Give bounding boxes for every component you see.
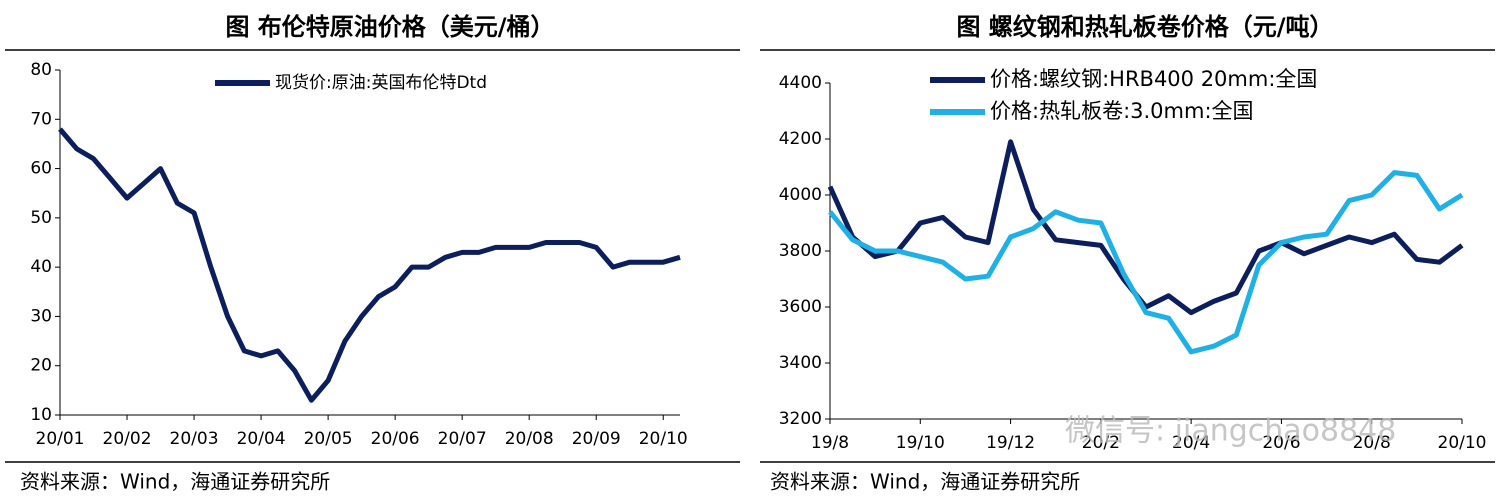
- x-tick-label: 19/10: [896, 433, 945, 453]
- x-tick-label: 20/03: [170, 429, 219, 449]
- legend-label: 价格:热轧板卷:3.0mm:全国: [990, 99, 1254, 123]
- y-tick-label: 4400: [779, 73, 822, 93]
- y-tick-label: 30: [30, 306, 52, 326]
- legend-label: 价格:螺纹钢:HRB400 20mm:全国: [990, 67, 1317, 91]
- x-tick-label: 20/8: [1353, 433, 1391, 453]
- x-tick-label: 20/4: [1172, 433, 1210, 453]
- line-series: [828, 170, 1464, 355]
- y-tick-label: 50: [30, 208, 52, 228]
- legend-label: 现货价:原油:英国布伦特Dtd: [275, 73, 487, 93]
- x-tick-label: 20/07: [438, 429, 487, 449]
- y-tick-label: 3800: [779, 241, 822, 261]
- x-tick-label: 20/09: [572, 429, 621, 449]
- x-tick-label: 19/8: [811, 433, 849, 453]
- x-tick-label: 20/01: [36, 429, 85, 449]
- x-tick-label: 20/06: [371, 429, 420, 449]
- y-tick-label: 4200: [779, 129, 822, 149]
- x-tick-label: 20/02: [103, 429, 152, 449]
- y-tick-label: 3600: [779, 297, 822, 317]
- x-tick-label: 20/05: [304, 429, 353, 449]
- x-tick-label: 20/10: [1438, 433, 1487, 453]
- y-tick-label: 3200: [779, 409, 822, 429]
- y-tick-label: 60: [30, 159, 52, 179]
- y-tick-label: 70: [30, 109, 52, 129]
- y-tick-label: 3400: [779, 353, 822, 373]
- line-series: [58, 127, 681, 403]
- x-tick-label: 20/08: [505, 429, 554, 449]
- watermark: 微信号: jiangchao8848: [1065, 414, 1396, 449]
- x-tick-label: 20/10: [639, 429, 688, 449]
- x-tick-label: 19/12: [986, 433, 1035, 453]
- chart-title: 图 螺纹钢和热轧板卷价格（元/吨）: [956, 13, 1333, 41]
- chart-title: 图 布伦特原油价格（美元/桶）: [225, 13, 554, 41]
- y-tick-label: 20: [30, 356, 52, 376]
- source: 资料来源：Wind，海通证券研究所: [770, 470, 1080, 494]
- x-tick-label: 20/2: [1082, 433, 1120, 453]
- y-tick-label: 4000: [779, 185, 822, 205]
- y-tick-label: 80: [30, 60, 52, 80]
- line-series: [827, 139, 1464, 316]
- x-tick-label: 20/6: [1262, 433, 1300, 453]
- source: 资料来源：Wind，海通证券研究所: [20, 470, 330, 494]
- y-tick-label: 10: [30, 405, 52, 425]
- x-tick-label: 20/04: [237, 429, 286, 449]
- y-tick-label: 40: [30, 257, 52, 277]
